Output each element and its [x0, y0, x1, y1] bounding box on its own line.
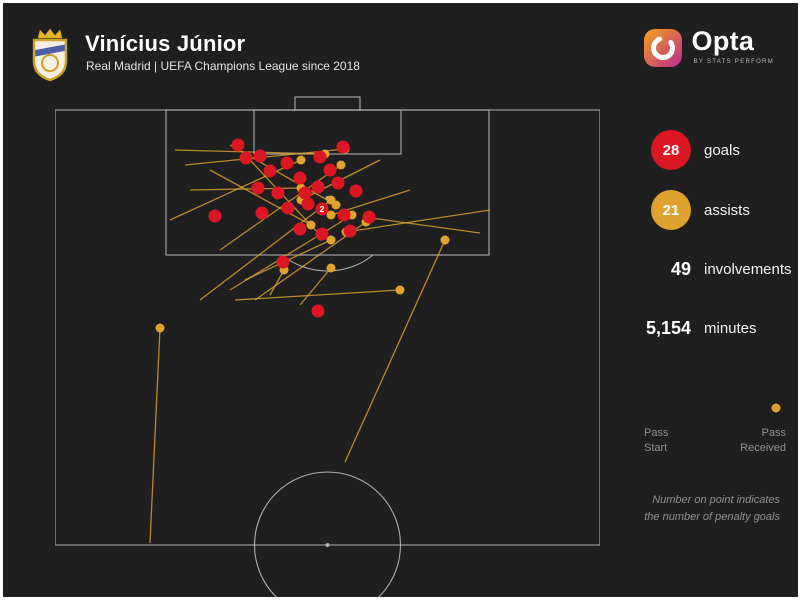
minutes-label: minutes — [704, 319, 757, 337]
centre-circle — [253, 471, 402, 597]
real-madrid-crest-icon — [32, 28, 68, 82]
goal-dot — [293, 171, 307, 185]
goal-frame — [294, 96, 361, 111]
assist-pass-line — [370, 217, 481, 234]
pitch-markings — [55, 96, 600, 597]
assist-received-dot — [336, 160, 346, 170]
assists-count-badge: 21 — [651, 190, 691, 230]
assist-pass-line — [269, 269, 285, 296]
goal-dot — [323, 163, 337, 177]
goal-dot — [337, 208, 351, 222]
assist-received-dot — [306, 220, 316, 230]
assist-received-dot — [296, 155, 306, 165]
involvements-label: involvements — [704, 260, 792, 278]
assist-pass-line — [344, 239, 446, 463]
legend-pass-start-line1: Pass — [644, 427, 669, 439]
goal-dot — [311, 180, 325, 194]
penalty-footnote-line1: Number on point indicates — [652, 494, 780, 506]
penalty-arc — [281, 254, 374, 272]
goal-dot — [311, 304, 325, 318]
legend-pass-start-line2: Start — [644, 442, 668, 454]
goal-dot — [239, 151, 253, 165]
goal-dot — [331, 176, 345, 190]
assist-pass-line — [209, 169, 312, 226]
goal-dot — [208, 209, 222, 223]
assist-received-dot — [326, 263, 336, 273]
goal-dot — [343, 224, 357, 238]
goal-dot — [336, 140, 350, 154]
goal-layer: 2 — [208, 138, 376, 318]
goal-dot — [271, 186, 285, 200]
goal-dot — [255, 206, 269, 220]
goal-dot — [313, 150, 327, 164]
goal-dot — [349, 184, 363, 198]
stat-row-minutes: 5,154 minutes — [645, 307, 757, 349]
assist-received-dot — [326, 210, 336, 220]
centre-spot — [325, 543, 330, 547]
assist-pass-line — [299, 267, 332, 306]
goal-dot — [276, 255, 290, 269]
penalty-footnote-line2: the number of penalty goals — [644, 511, 780, 523]
assists-label: assists — [704, 201, 750, 219]
assist-pass-line — [234, 289, 401, 301]
pitch-boundary — [55, 109, 600, 546]
goal-dot — [298, 186, 312, 200]
opta-wordmark: Opta — [691, 26, 755, 56]
goals-label: goals — [704, 141, 740, 159]
involvements-count: 49 — [670, 258, 691, 279]
assist-received-dot — [155, 323, 165, 333]
goal-dot — [263, 164, 277, 178]
assist-received-dot — [395, 285, 405, 295]
stat-row-assists: 21 assists — [645, 189, 750, 231]
legend-pass-received-line2: Received — [740, 442, 786, 454]
goals-count-badge: 28 — [651, 130, 691, 170]
goal-dot — [315, 227, 329, 241]
goal-dot — [301, 197, 315, 211]
pass-legend-icon — [646, 403, 781, 413]
goal-dot — [315, 202, 329, 216]
assist-received-dot — [326, 235, 336, 245]
stat-row-involvements: 49 involvements — [645, 248, 792, 290]
assist-pass-line — [345, 209, 491, 233]
assist-pass-line — [199, 199, 332, 301]
assist-pass-line — [149, 327, 161, 544]
goal-dot — [362, 210, 376, 224]
goal-dot — [251, 181, 265, 195]
assist-pass-line — [219, 164, 342, 251]
stat-row-goals: 28 goals — [645, 129, 740, 171]
minutes-count: 5,154 — [645, 317, 691, 338]
goal-dot — [281, 201, 295, 215]
page-title: Vinícius Júnior — [85, 31, 246, 56]
pass-legend: Pass Start Pass Received — [644, 401, 786, 456]
assist-pass-line — [169, 159, 302, 221]
opta-logo-icon — [643, 29, 682, 67]
goal-dot — [253, 149, 267, 163]
goal-dot — [293, 222, 307, 236]
six-yard-box — [253, 109, 402, 155]
penalty-footnote: Number on point indicates the number of … — [600, 492, 780, 526]
opta-brand: Opta BY STATS PERFORM — [643, 28, 774, 68]
legend-pass-start: Pass Start — [644, 426, 668, 456]
legend-pass-received: Pass Received — [740, 426, 786, 456]
pitch-chart: 2 — [55, 96, 600, 597]
penalty-count-label: 2 — [320, 204, 325, 214]
assist-received-dot — [331, 200, 341, 210]
opta-byline: BY STATS PERFORM — [693, 59, 774, 65]
goal-dot — [280, 156, 294, 170]
page-subtitle: Real Madrid | UEFA Champions League sinc… — [86, 59, 360, 73]
goal-dot — [231, 138, 245, 152]
legend-pass-received-line1: Pass — [761, 427, 786, 439]
assist-received-dot — [440, 235, 450, 245]
